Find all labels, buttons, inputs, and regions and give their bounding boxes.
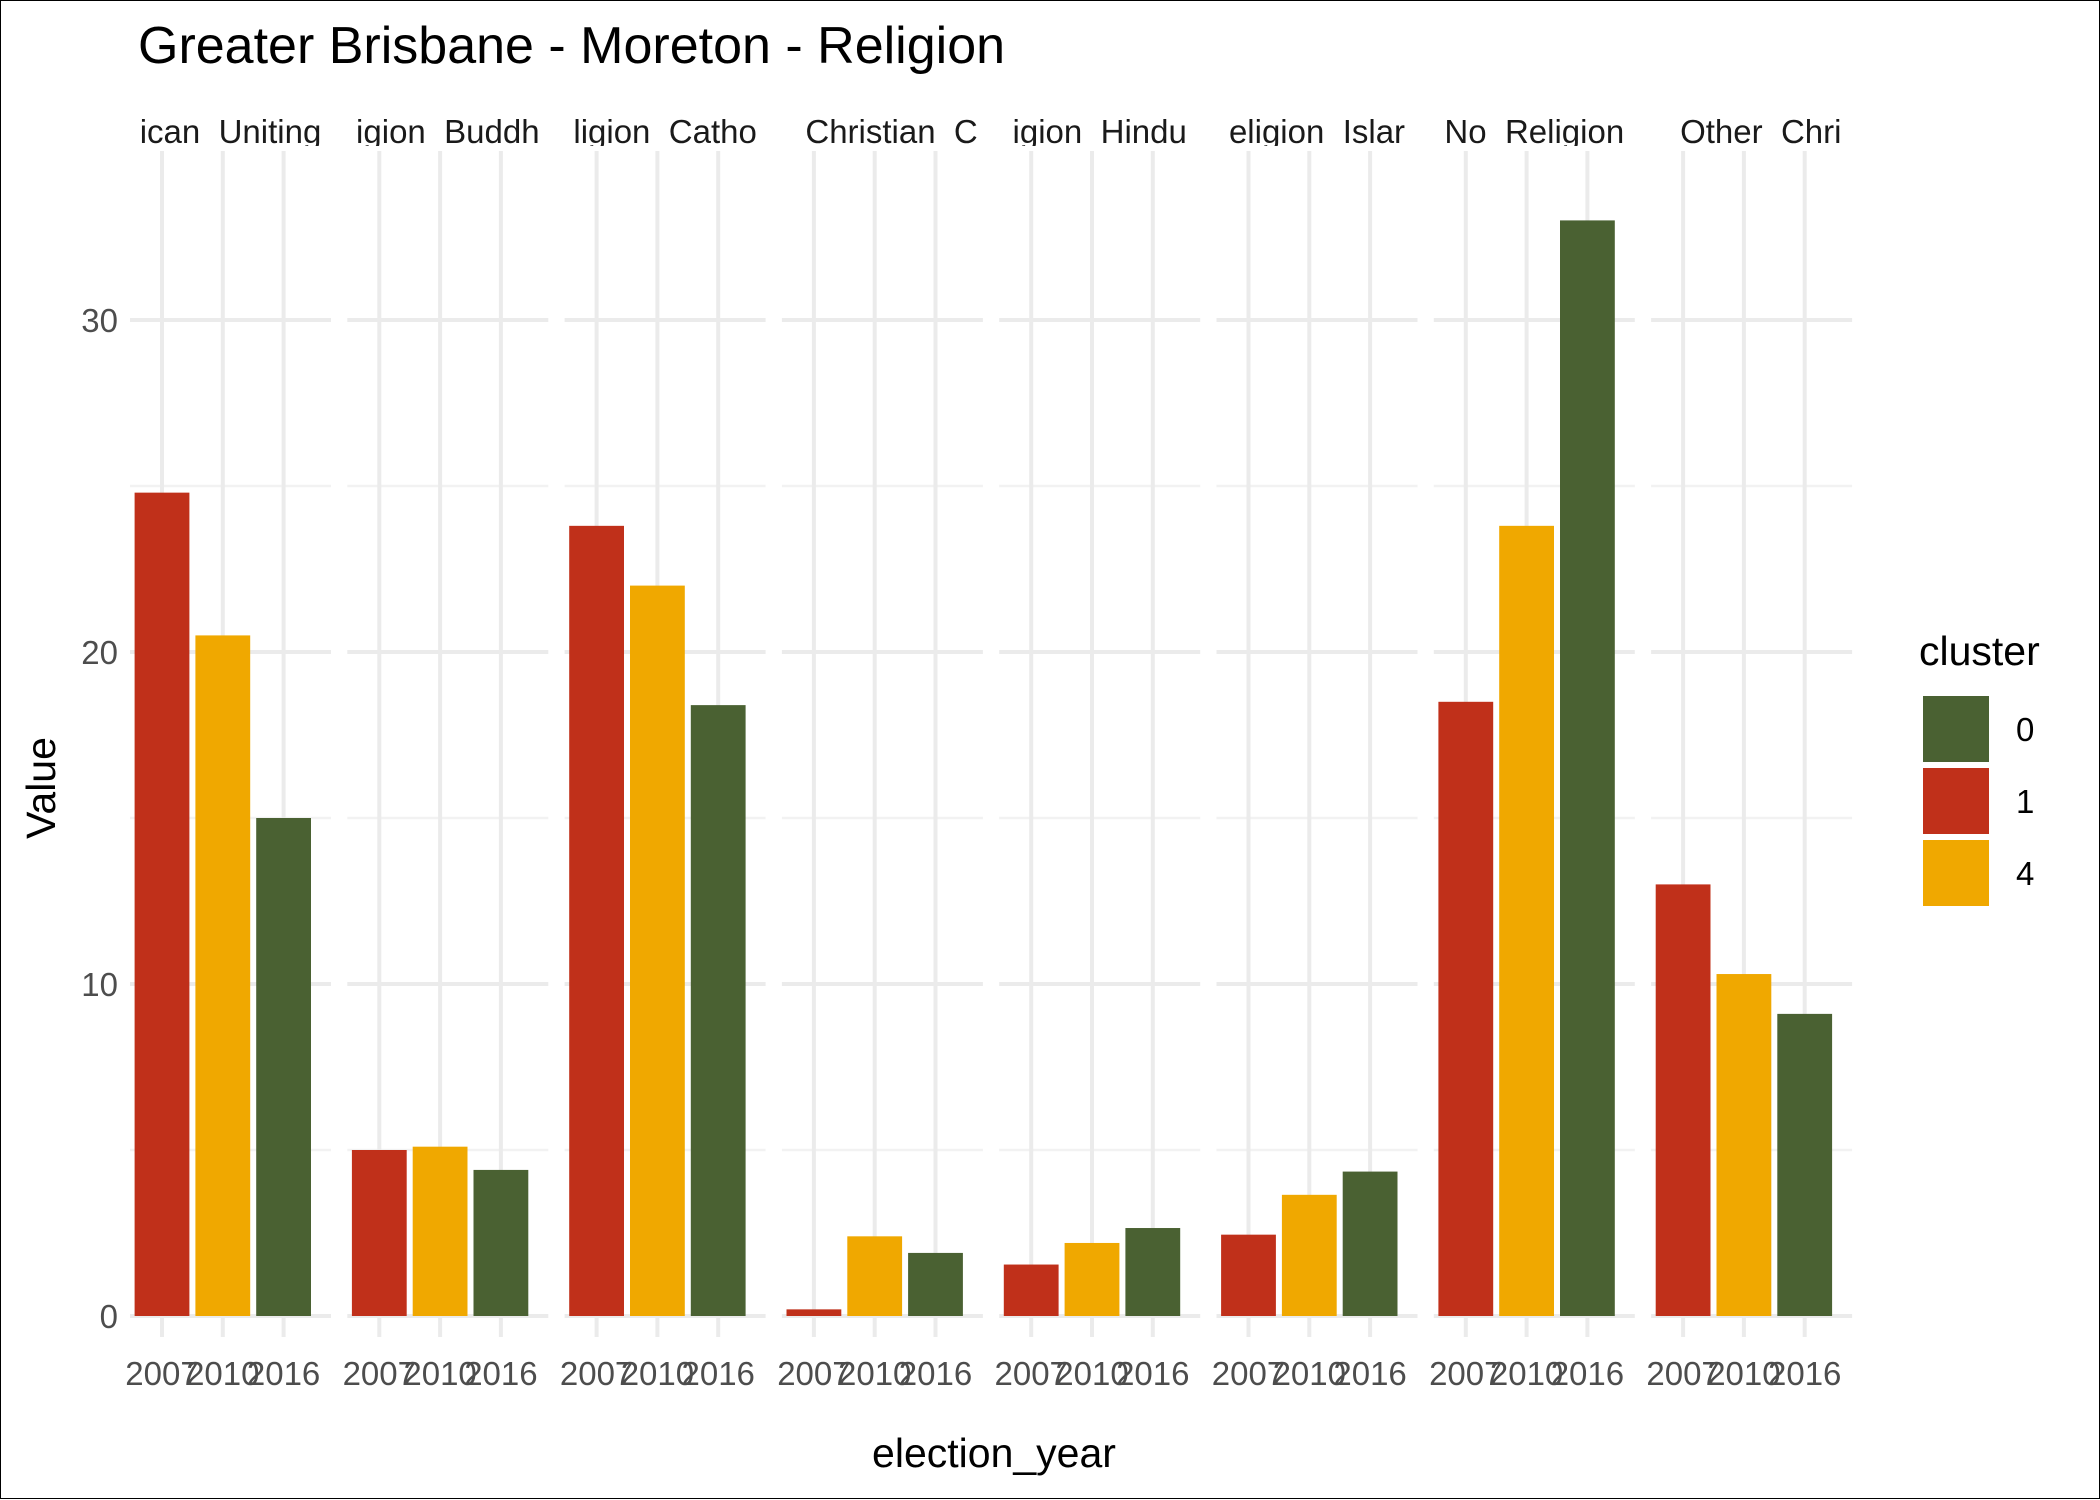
bar: [1499, 525, 1554, 1316]
bar: [569, 525, 624, 1316]
legend-key: [1923, 696, 1989, 762]
chart-title: Greater Brisbane - Moreton - Religion: [138, 17, 1005, 75]
x-tick-label: 2010: [403, 1355, 476, 1392]
x-tick-label: 2010: [186, 1355, 259, 1392]
x-tick-label: 2007: [994, 1355, 1067, 1392]
bar: [1560, 220, 1615, 1316]
x-tick-label: 2016: [247, 1355, 320, 1392]
legend-label: 4: [2016, 855, 2034, 892]
x-tick-label: 2010: [1273, 1355, 1346, 1392]
bar: [195, 635, 251, 1316]
bar: [1438, 701, 1494, 1316]
x-tick-label: 2016: [464, 1355, 537, 1392]
legend-title: cluster: [1919, 628, 2040, 674]
bar: [1342, 1171, 1398, 1316]
x-tick-label: 2016: [1116, 1355, 1189, 1392]
legend-label: 1: [2016, 783, 2034, 820]
legend-label: 0: [2016, 711, 2034, 748]
bar: [412, 1146, 468, 1316]
bar: [1003, 1264, 1059, 1316]
x-tick-label: 2016: [1768, 1355, 1841, 1392]
y-axis: 0 10 20 30: [81, 302, 118, 1335]
x-tick-label: 2007: [1212, 1355, 1285, 1392]
facet-strip-label: _Christian_C: [786, 113, 978, 150]
bar: [134, 492, 190, 1316]
y-tick-label: 30: [81, 302, 118, 339]
bar: [1125, 1228, 1181, 1316]
x-tick-label: 2010: [1055, 1355, 1128, 1392]
bar: [1281, 1194, 1337, 1316]
x-tick-label: 2007: [1646, 1355, 1719, 1392]
bar: [256, 818, 311, 1316]
x-tick-label: 2010: [838, 1355, 911, 1392]
facet-strip-label: igion_Hindu: [1013, 113, 1187, 150]
y-tick-label: 10: [81, 966, 118, 1003]
x-axis-title: election_year: [872, 1430, 1116, 1476]
bar: [351, 1150, 407, 1316]
x-tick-label: 2010: [621, 1355, 694, 1392]
bar: [1716, 974, 1772, 1316]
bar: [473, 1169, 529, 1316]
facet-strip-label: eligion_Islar: [1229, 113, 1405, 150]
x-tick-label: 2007: [125, 1355, 198, 1392]
facet-strip-label: igion_Buddh: [356, 113, 540, 150]
bar: [908, 1252, 963, 1316]
x-tick-label: 2007: [560, 1355, 633, 1392]
y-axis-title: Value: [18, 737, 64, 839]
x-tick-label: 2016: [899, 1355, 972, 1392]
x-tick-label: 2010: [1707, 1355, 1780, 1392]
bar: [1655, 884, 1711, 1316]
x-tick-label: 2016: [1333, 1355, 1406, 1392]
bar: [690, 705, 746, 1316]
facet-strip-label: ligion_Catho: [573, 113, 756, 150]
y-tick-label: 0: [100, 1298, 118, 1335]
bar: [630, 585, 685, 1316]
facet-strip-label: _Other_Chri: [1661, 113, 1842, 150]
x-tick-label: 2007: [777, 1355, 850, 1392]
legend: cluster 0 1 4: [1919, 628, 2040, 906]
legend-key: [1923, 768, 1989, 834]
facet-strip-label: ican_Uniting: [140, 113, 322, 150]
x-tick-label: 2007: [1429, 1355, 1502, 1392]
bar: [1221, 1234, 1276, 1316]
bar: [847, 1236, 903, 1316]
legend-key: [1923, 840, 1989, 906]
y-tick-label: 20: [81, 634, 118, 671]
bar: [786, 1309, 842, 1316]
bar: [1777, 1013, 1833, 1316]
facet-strip-label: No_Religion: [1444, 113, 1624, 150]
x-tick-label: 2016: [681, 1355, 754, 1392]
facet-panels: ican_Uniting200720102016igion_Buddh20072…: [125, 113, 1853, 1392]
x-tick-label: 2010: [1490, 1355, 1563, 1392]
x-tick-label: 2016: [1551, 1355, 1624, 1392]
x-tick-label: 2007: [343, 1355, 416, 1392]
bar: [1064, 1242, 1120, 1316]
